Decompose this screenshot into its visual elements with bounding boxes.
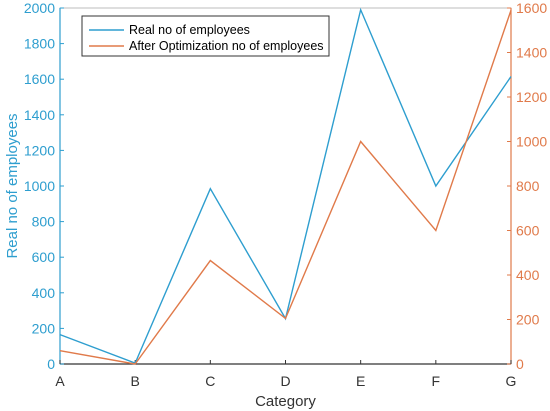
- x-tick-label: F: [432, 373, 441, 389]
- legend-label-after-optimization: After Optimization no of employees: [129, 39, 324, 53]
- right-tick-label: 600: [516, 223, 540, 239]
- legend: Real no of employees After Optimization …: [81, 15, 330, 57]
- x-tick-label: B: [130, 373, 139, 389]
- left-tick-label: 600: [32, 249, 56, 265]
- left-tick-label: 1000: [24, 178, 55, 194]
- right-tick-label: 1600: [516, 0, 547, 16]
- x-tick-label: E: [356, 373, 365, 389]
- left-tick-label: 800: [32, 214, 56, 230]
- series-layer: [59, 7, 512, 365]
- y-axis-title: Real no of employees: [4, 113, 21, 258]
- right-tick-label: 1400: [516, 45, 547, 61]
- x-tick-label: C: [205, 373, 215, 389]
- left-tick-label: 2000: [24, 0, 55, 16]
- legend-box: [81, 15, 330, 57]
- plot-frame: [59, 7, 512, 365]
- right-tick-label: 400: [516, 267, 540, 283]
- left-tick-label: 1400: [24, 107, 55, 123]
- right-tick-label: 200: [516, 312, 540, 328]
- left-tick-label: 400: [32, 285, 56, 301]
- left-tick-label: 0: [47, 356, 55, 372]
- right-tick-label: 1000: [516, 134, 547, 150]
- x-tick-label: A: [55, 373, 65, 389]
- x-axis-title: Category: [255, 393, 316, 410]
- left-axis-ticks: 0 200 400 600 800 1000 1200 1400 1600 1800 2000: [24, 0, 64, 372]
- right-tick-label: 1200: [516, 89, 547, 105]
- x-tick-label: D: [280, 373, 290, 389]
- right-tick-label: 800: [516, 178, 540, 194]
- left-tick-label: 1600: [24, 71, 55, 87]
- left-tick-label: 1800: [24, 36, 55, 52]
- left-tick-label: 1200: [24, 142, 55, 158]
- series-line-0: [59, 7, 512, 365]
- legend-label-real: Real no of employees: [129, 23, 250, 37]
- x-tick-label: G: [506, 373, 517, 389]
- series-line-1: [59, 9, 512, 365]
- right-tick-label: 0: [516, 356, 524, 372]
- right-axis-ticks: 0 200 400 600 800 1000 1200 1400 1600: [507, 0, 547, 372]
- left-tick-label: 200: [32, 320, 56, 336]
